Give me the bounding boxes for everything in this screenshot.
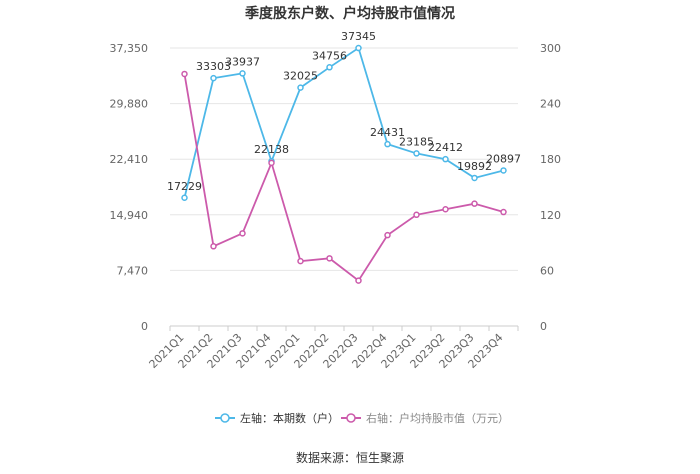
legend-marker-0 [220, 413, 230, 423]
left-axis-tick-label: 37,350 [110, 42, 149, 55]
data-point [500, 167, 507, 174]
data-point [442, 205, 449, 213]
data-point [297, 84, 304, 91]
legend[interactable]: 左轴：本期数（户） 右轴：户均持股市值（万元） [215, 411, 509, 425]
data-point [442, 155, 449, 163]
data-label: 22412 [428, 141, 463, 154]
legend-label-0: 左轴：本期数（户） [240, 411, 339, 425]
data-point [210, 74, 217, 82]
left-axis-tick-label: 29,880 [110, 98, 149, 111]
legend-label-1: 右轴：户均持股市值（万元） [366, 411, 509, 425]
data-point [413, 150, 420, 157]
data-point [326, 255, 333, 262]
data-label: 24431 [370, 126, 405, 139]
data-label: 33937 [225, 55, 260, 68]
data-label: 34756 [312, 49, 347, 62]
series-line-1 [183, 73, 504, 282]
data-point [355, 277, 362, 284]
x-axis: 2021Q12021Q22021Q32021Q42022Q12022Q22022… [147, 326, 519, 371]
data-point [384, 140, 391, 148]
right-axis-tick-label: 0 [540, 320, 547, 333]
data-point [471, 200, 478, 207]
right-axis-tick-label: 120 [540, 209, 561, 222]
series-line-0 [183, 46, 504, 198]
data-point [210, 243, 217, 250]
data-label: 33303 [196, 60, 231, 73]
data-point [239, 70, 246, 77]
data-label: 22138 [254, 143, 289, 156]
right-axis: 0 60 120 180 240 300 [540, 42, 561, 333]
data-point [500, 208, 507, 216]
data-label: 20897 [486, 152, 521, 165]
data-source: 数据来源：恒生聚源 [296, 450, 404, 465]
data-label: 17229 [167, 180, 202, 193]
data-point [181, 194, 188, 202]
left-axis-tick-label: 7,470 [117, 264, 149, 277]
data-label: 37345 [341, 30, 376, 43]
data-point [326, 64, 333, 71]
legend-marker-1 [346, 413, 356, 423]
data-point [297, 257, 304, 265]
chart-title: 季度股东户数、户均持股市值情况 [244, 5, 455, 22]
left-axis-tick-label: 14,940 [110, 209, 149, 222]
left-axis-tick-label: 0 [141, 320, 148, 333]
data-point [471, 174, 478, 182]
right-axis-tick-label: 60 [540, 264, 554, 277]
data-point [384, 231, 391, 239]
data-point [413, 211, 420, 219]
right-axis-tick-label: 240 [540, 98, 561, 111]
data-label: 19892 [457, 160, 492, 173]
left-axis-tick-label: 22,410 [110, 153, 149, 166]
data-point [239, 230, 246, 237]
grid-lines [170, 47, 518, 327]
data-point [355, 44, 362, 52]
data-point [181, 70, 188, 78]
right-axis-tick-label: 180 [540, 153, 561, 166]
left-axis: 0 7,470 14,940 22,410 29,880 37,350 [110, 42, 149, 333]
data-label: 32025 [283, 70, 318, 83]
data-label: 23185 [399, 135, 434, 148]
data-point [268, 159, 275, 167]
right-axis-tick-label: 300 [540, 42, 561, 55]
